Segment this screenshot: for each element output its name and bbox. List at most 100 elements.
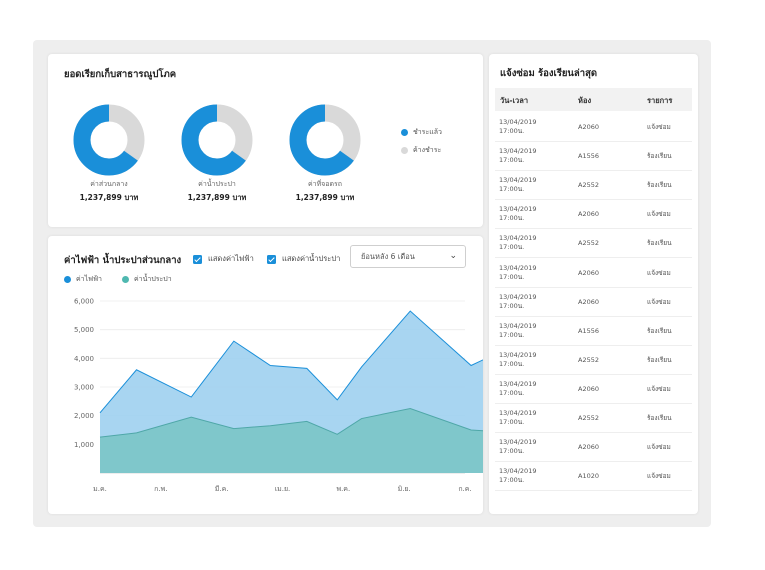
- row-item: ร้องเรียน: [647, 181, 672, 190]
- period-select[interactable]: ย้อนหลัง 6 เดือน ⌄: [350, 245, 466, 268]
- row-date: 13/04/2019: [499, 147, 537, 156]
- row-room: A2060: [578, 210, 599, 219]
- donut-paid-arc: [181, 104, 253, 176]
- table-row[interactable]: 13/04/2019 17:00น. A2552 ร้องเรียน: [495, 171, 692, 201]
- donut-caption: ค่าส่วนกลาง: [90, 180, 128, 188]
- row-item: แจ้งซ่อม: [647, 443, 671, 452]
- x-tick-label: ก.พ.: [154, 485, 167, 493]
- donut-parking-fee[interactable]: ค่าที่จอดรถ 1,237,899 บาท: [280, 104, 370, 204]
- water-area[interactable]: [100, 408, 483, 474]
- table-row[interactable]: 13/04/2019 17:00น. A2552 ร้องเรียน: [495, 404, 692, 433]
- row-time: 17:00น.: [499, 388, 525, 397]
- donut-value: 1,237,899 บาท: [187, 193, 247, 202]
- row-time: 17:00น.: [499, 418, 525, 426]
- row-item: ร้องเรียน: [647, 152, 672, 161]
- y-tick-label: 5,000: [74, 326, 94, 334]
- table-row[interactable]: 13/04/2019 17:00น. A2060 แจ้งซ่อม: [495, 259, 692, 288]
- show-water-checkbox[interactable]: แสดงค่าน้ำประปา: [267, 253, 340, 265]
- legend-unpaid: ค้างชำระ: [401, 145, 441, 156]
- table-row[interactable]: 13/04/2019 17:00น. A2552 ร้องเรียน: [495, 229, 692, 259]
- row-room: A2552: [578, 239, 599, 248]
- checkbox-checked-icon: [193, 254, 202, 264]
- donut-value: 1,237,899 บาท: [295, 193, 355, 202]
- table-row[interactable]: 13/04/2019 17:00น. A2060 แจ้งซ่อม: [495, 288, 692, 317]
- header-item: รายการ: [647, 96, 673, 105]
- row-time: 17:00น.: [499, 301, 525, 310]
- row-time: 17:00น.: [499, 359, 525, 368]
- table-row[interactable]: 13/04/2019 17:00น. A1556 ร้องเรียน: [495, 142, 692, 172]
- legend-water-label: ค่าน้ำประปา: [134, 275, 172, 283]
- checkbox-checked-icon: [267, 254, 276, 264]
- row-item: แจ้งซ่อม: [647, 297, 671, 306]
- legend-unpaid-dot: [401, 147, 408, 154]
- row-item: ร้องเรียน: [647, 326, 672, 335]
- row-date: 13/04/2019: [499, 438, 537, 447]
- show-electric-checkbox[interactable]: แสดงค่าไฟฟ้า: [193, 253, 254, 265]
- row-room: A1556: [578, 326, 599, 335]
- x-tick-label: มี.ค.: [215, 485, 229, 493]
- donut-water-fee[interactable]: ค่าน้ำประปา 1,237,899 บาท: [172, 104, 262, 204]
- donut-chart: [181, 104, 253, 176]
- table-row[interactable]: 13/04/2019 17:00น. A2552 ร้องเรียน: [495, 346, 692, 375]
- donut-common-fee[interactable]: ค่าส่วนกลาง 1,237,899 บาท: [64, 104, 154, 204]
- water-line: [99, 407, 483, 438]
- row-time: 17:00น.: [499, 185, 525, 194]
- donut-caption: ค่าน้ำประปา: [198, 180, 236, 188]
- table-row[interactable]: 13/04/2019 17:00น. A2060 แจ้งซ่อม: [495, 433, 692, 463]
- row-room: A2552: [578, 181, 599, 190]
- row-room: A2552: [578, 355, 599, 364]
- repair-table-header: วัน-เวลา ห้อง รายการ: [495, 88, 692, 111]
- table-row[interactable]: 13/04/2019 17:00น. A2060 แจ้งซ่อม: [495, 200, 692, 230]
- x-tick-label: ก.ค.: [458, 485, 471, 493]
- row-date: 13/04/2019: [499, 379, 537, 388]
- header-datetime: วัน-เวลา: [500, 96, 529, 105]
- legend-unpaid-label: ค้างชำระ: [413, 146, 442, 154]
- row-date: 13/04/2019: [499, 409, 537, 417]
- y-tick-label: 2,000: [74, 412, 94, 420]
- chart-card-title: ค่าไฟฟ้า น้ำประปาส่วนกลาง: [64, 255, 182, 266]
- show-electric-label: แสดงค่าไฟฟ้า: [208, 254, 254, 263]
- table-row[interactable]: 13/04/2019 17:00น. A1020 แจ้งซ่อม: [495, 462, 692, 492]
- row-date: 13/04/2019: [499, 176, 537, 185]
- row-item: แจ้งซ่อม: [647, 472, 671, 481]
- row-time: 17:00น.: [499, 156, 525, 165]
- row-item: แจ้งซ่อม: [647, 123, 671, 131]
- y-tick-label: 6,000: [74, 298, 94, 306]
- utility-billing-title: ยอดเรียกเก็บสาธารณูปโภค: [64, 69, 177, 80]
- donut-value: 1,237,899 บาท: [79, 193, 139, 202]
- row-date: 13/04/2019: [499, 292, 537, 301]
- row-time: 17:00น.: [499, 330, 525, 339]
- period-select-value: ย้อนหลัง 6 เดือน: [361, 251, 415, 261]
- row-date: 13/04/2019: [499, 467, 537, 476]
- legend-electric-label: ค่าไฟฟ้า: [76, 275, 102, 283]
- row-time: 17:00น.: [499, 272, 525, 281]
- row-item: ร้องเรียน: [647, 414, 672, 422]
- table-row[interactable]: 13/04/2019 17:00น. A2060 แจ้งซ่อม: [495, 113, 692, 142]
- row-room: A2060: [578, 268, 599, 277]
- row-room: A1556: [578, 152, 599, 161]
- donut-paid-arc: [289, 104, 361, 176]
- x-tick-label: ม.ค.: [93, 485, 107, 493]
- table-row[interactable]: 13/04/2019 17:00น. A2060 แจ้งซ่อม: [495, 375, 692, 404]
- row-item: ร้องเรียน: [647, 355, 672, 364]
- legend-paid-dot: [401, 129, 408, 136]
- x-tick-label: เม.ย.: [275, 485, 291, 493]
- show-water-label: แสดงค่าน้ำประปา: [282, 254, 341, 263]
- y-tick-label: 1,000: [74, 441, 94, 449]
- area-chart: 1,000 2,000 3,000 4,000 5,000 6,000 ม.ค. ก.พ. ม…: [74, 298, 483, 493]
- latest-repair-complaints-card: แจ้งซ่อม ร้องเรียนล่าสุด วัน-เวลา ห้อง ร…: [489, 54, 698, 514]
- row-room: A1020: [578, 472, 599, 481]
- row-date: 13/04/2019: [499, 205, 537, 214]
- row-item: แจ้งซ่อม: [647, 210, 671, 219]
- row-time: 17:00น.: [499, 447, 525, 456]
- row-date: 13/04/2019: [499, 263, 537, 272]
- table-row[interactable]: 13/04/2019 17:00น. A1556 ร้องเรียน: [495, 317, 692, 346]
- row-date: 13/04/2019: [499, 118, 537, 126]
- row-room: A2060: [578, 443, 599, 452]
- x-tick-label: มิ.ย.: [398, 485, 411, 493]
- legend-water-dot: [122, 276, 129, 283]
- y-tick-label: 4,000: [74, 355, 94, 363]
- electric-water-chart-card: ค่าไฟฟ้า น้ำประปาส่วนกลาง แสดงค่าไฟฟ้า แ…: [48, 236, 483, 514]
- row-room: A2060: [578, 123, 599, 131]
- legend-paid: ชำระแล้ว: [401, 127, 442, 138]
